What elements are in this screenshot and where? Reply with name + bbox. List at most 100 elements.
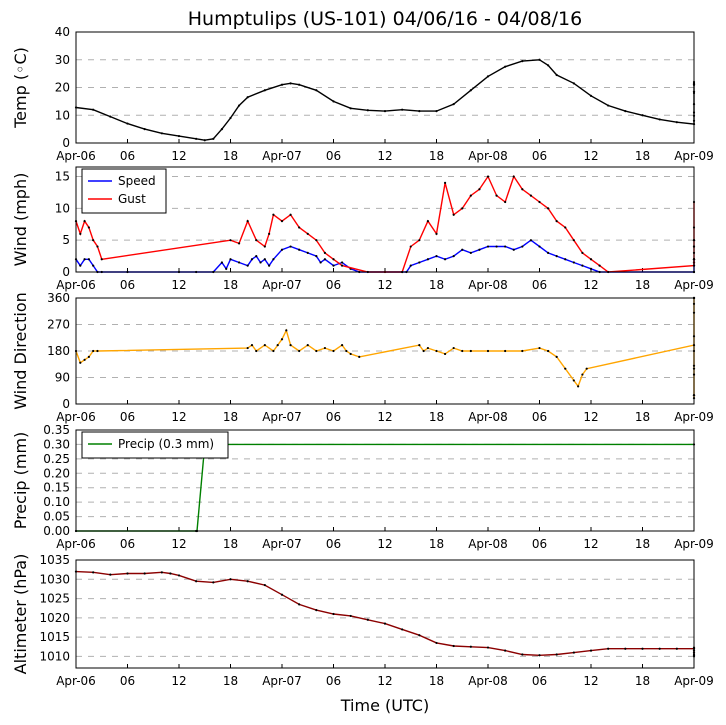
data-point-wind [512,175,515,178]
data-point-altimeter [315,609,318,612]
data-point-altimeter [92,571,95,574]
data-point-altimeter [589,649,593,652]
data-point-wind [83,219,86,223]
y-tick-label-precip: 0.25 [43,452,70,466]
y-tick-label-precip: 0.15 [43,481,70,495]
data-point-wind [555,219,558,223]
data-point-wind [280,219,284,223]
x-tick-label-precip: 12 [583,537,598,551]
data-point-altimeter [469,645,472,648]
data-point-altimeter [298,603,301,606]
x-tick-label-precip: 06 [326,537,341,551]
data-point-wind [426,258,430,261]
x-axis-label: Time (UTC) [340,696,429,715]
data-point-direction [572,379,575,382]
data-point-wind [332,258,335,261]
data-point-wind [538,245,541,248]
data-point-wind [452,254,455,258]
data-point-temp [160,132,163,135]
data-point-temp [538,58,541,61]
plot-frame-direction [75,297,695,405]
data-point-wind [529,239,533,242]
x-tick-label-altimeter: 18 [223,674,238,688]
data-point-direction [504,349,507,353]
data-point-wind [323,258,327,261]
data-point-temp [195,137,198,140]
y-tick-label-precip: 0.20 [43,466,70,480]
plot-frame-precip [75,429,695,532]
data-point-wind [323,251,327,255]
data-point-altimeter [624,647,627,650]
y-tick-label-direction: 90 [55,371,70,385]
data-point-wind [315,254,318,258]
data-point-temp [658,118,661,121]
x-tick-label-wind: Apr-08 [468,278,508,292]
data-point-temp [315,89,318,92]
data-point-temp [109,115,112,118]
data-point-altimeter [504,649,507,652]
data-point-temp [435,109,438,113]
data-point-wind [237,261,241,264]
data-point-altimeter [143,572,146,575]
y-tick-label-altimeter: 1020 [39,611,70,625]
data-point-direction [79,361,82,364]
y-tick-label-direction: 180 [47,344,70,358]
plot-frame-altimeter [75,559,695,669]
data-point-wind [315,239,318,242]
y-tick-label-temp: 20 [55,81,70,95]
legend-label-wind: Gust [118,192,146,206]
x-tick-label-direction: 06 [532,410,547,424]
data-point-temp [366,109,369,112]
data-point-wind [306,251,309,255]
panel-precip: 0.000.050.100.150.200.250.300.35 Apr-06 06… [11,423,714,551]
data-point-direction [96,349,99,353]
data-point-direction [83,358,86,361]
data-point-wind [100,258,103,261]
x-tick-label-altimeter: Apr-08 [468,674,508,688]
legend-label-wind: Speed [118,174,156,188]
data-point-wind [263,258,266,261]
data-point-altimeter [332,612,335,616]
data-point-wind [220,261,224,264]
data-point-direction [521,349,524,353]
data-point-temp [298,83,301,86]
x-tick-label-altimeter: 18 [635,674,650,688]
x-tick-label-precip: 18 [223,537,238,551]
x-tick-label-direction: 12 [171,410,186,424]
data-point-wind [478,188,481,191]
data-point-wind [418,239,421,242]
data-point-direction [87,355,90,358]
x-tick-label-altimeter: 18 [429,674,444,688]
data-point-wind [469,251,472,255]
data-point-altimeter [246,580,249,583]
x-tick-label-precip: 06 [120,537,135,551]
data-point-altimeter [177,574,181,577]
data-point-wind [246,264,249,267]
data-point-wind [461,207,464,210]
data-point-direction [349,352,352,356]
y-axis-label-temp: Temp (◦C) [11,47,30,129]
y-tick-label-temp: 30 [55,53,70,67]
series-line-altimeter [75,570,695,657]
data-point-temp [521,60,524,63]
y-axis-label-altimeter: Altimeter (hPa) [11,554,30,675]
data-point-temp [263,89,266,92]
data-point-altimeter [572,651,575,654]
data-point-direction [340,344,344,347]
data-point-wind [469,194,472,197]
data-point-direction [546,349,550,353]
data-point-altimeter [418,634,421,637]
data-point-temp [641,114,644,117]
x-tick-label-direction: 06 [120,410,135,424]
data-point-altimeter [263,583,266,587]
data-point-wind [263,245,266,248]
data-point-wind [92,264,95,267]
data-point-direction [285,329,288,332]
data-point-direction [246,346,249,350]
x-tick-label-direction: 18 [429,410,444,424]
data-point-wind [250,258,254,261]
x-tick-label-wind: 06 [120,278,135,292]
data-point-direction [585,367,588,370]
legend-box-wind [81,168,167,214]
data-point-wind [409,264,412,267]
